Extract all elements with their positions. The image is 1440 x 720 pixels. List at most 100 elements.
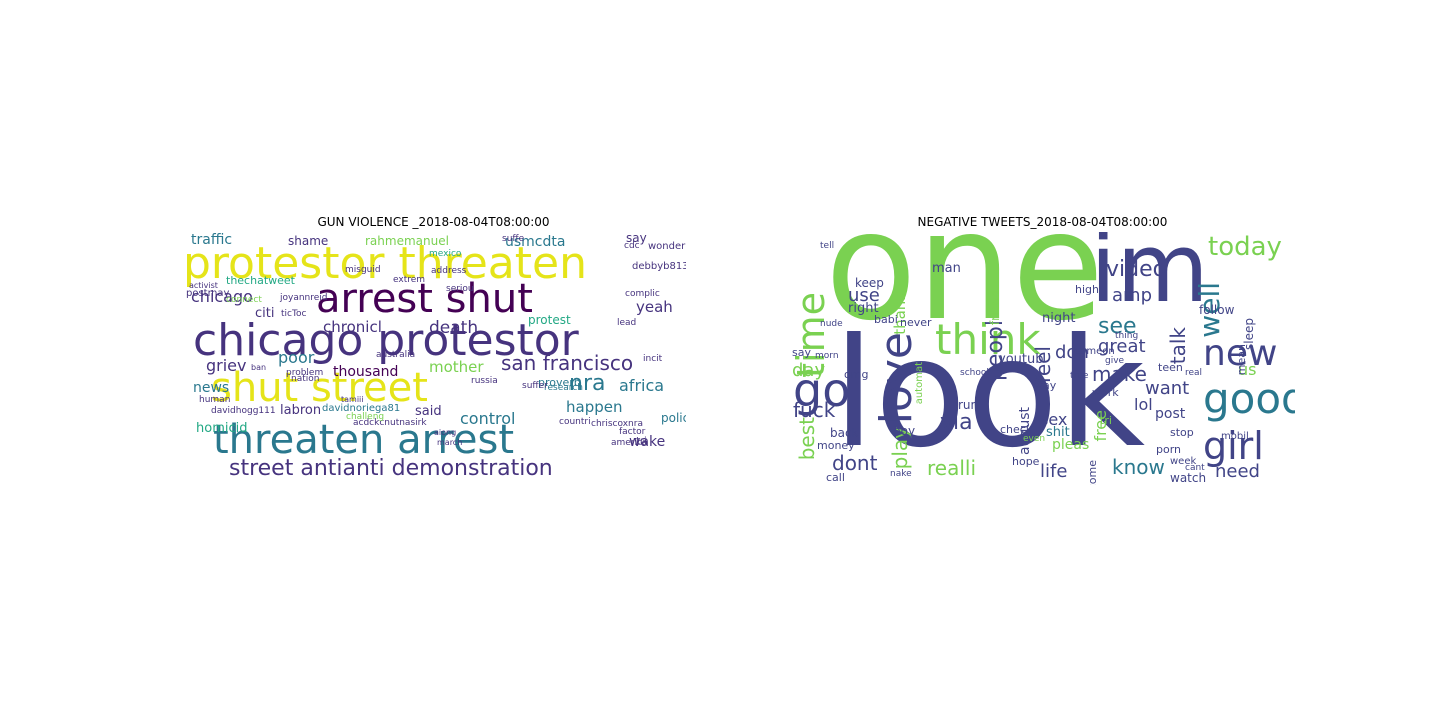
right-word: talk — [1166, 327, 1190, 365]
left-word: chicago — [191, 287, 253, 306]
left-word: america — [611, 438, 648, 448]
left-word: thousand — [333, 364, 399, 380]
right-word: one — [825, 232, 1105, 354]
right-word: post — [1155, 406, 1186, 422]
right-word: great — [1098, 336, 1146, 357]
left-word: mother — [429, 358, 484, 376]
left-word: challeng — [346, 412, 385, 422]
right-word: thing — [1115, 331, 1139, 341]
left-word: citi — [255, 306, 275, 321]
left-word: thechatweet — [226, 274, 295, 287]
left-word: incit — [643, 354, 663, 364]
left-word: seriou — [446, 284, 474, 294]
right-word: true — [1070, 371, 1089, 381]
left-word: ticToc — [281, 309, 307, 319]
left-word: march — [437, 438, 463, 447]
right-word: shit — [1046, 425, 1070, 440]
left-word: extrem — [393, 275, 426, 285]
left-word: arrest shut — [316, 276, 533, 322]
left-word: nra — [569, 371, 606, 396]
right-word: someon — [1075, 346, 1115, 357]
left-word: shame — [288, 234, 329, 248]
right-word: sex — [1040, 410, 1068, 429]
right-word: never — [900, 316, 932, 329]
right-word: nake — [890, 469, 912, 479]
left-word: san francisco — [501, 351, 634, 375]
right-word: need — [1215, 461, 1260, 482]
right-word: porn — [1156, 443, 1182, 456]
right-word: man — [932, 261, 961, 276]
right-word: babi — [874, 313, 898, 326]
right-word: im — [1090, 232, 1209, 324]
right-word: come — [1086, 460, 1099, 485]
left-word: factor — [619, 427, 646, 437]
left-word: shut street — [211, 365, 428, 411]
right-word: tri — [1100, 414, 1112, 427]
left-word: usmcdta — [505, 234, 566, 250]
left-word: protestor threaten — [183, 238, 587, 289]
right-word: make — [1092, 362, 1147, 386]
right-word: day — [792, 360, 826, 381]
left-word: rahmemanuel — [365, 234, 449, 248]
right-word: fuck — [793, 398, 836, 422]
left-word: threaten arrest — [213, 417, 515, 463]
right-word: best — [795, 417, 819, 461]
left-word: address — [431, 266, 467, 276]
right-word: stop — [1170, 426, 1194, 439]
left-word: death — [429, 318, 479, 338]
left-word: tri — [636, 436, 647, 447]
right-word: run — [958, 398, 979, 412]
left-word: davidhogg111 — [211, 406, 276, 416]
left-word: research — [544, 383, 583, 393]
right-word: think — [935, 315, 1041, 364]
left-wordcloud: protestor threaten arrest shut chicago pro… — [181, 232, 686, 485]
right-word: morn — [815, 351, 839, 361]
right-word: mean — [1235, 344, 1248, 376]
left-word: connect — [226, 295, 262, 305]
left-word: complic — [625, 289, 660, 299]
left-word: lead — [617, 318, 637, 328]
right-word: follow — [1199, 303, 1235, 317]
left-word: labron — [280, 403, 322, 418]
right-word: don — [1055, 342, 1089, 363]
left-word: nation — [291, 374, 320, 384]
right-word: video — [1106, 257, 1167, 282]
right-word: us — [1238, 360, 1257, 379]
right-word: good — [1203, 374, 1295, 423]
right-word: use — [848, 285, 880, 306]
left-word: activist — [189, 281, 218, 290]
right-word: nude — [820, 319, 843, 329]
right-word: boy — [893, 424, 916, 438]
right-word: watch — [1170, 471, 1207, 485]
right-word: omg — [844, 368, 869, 381]
right-word: via — [940, 410, 973, 435]
right-word: automat — [914, 362, 925, 405]
right-word: amp — [1112, 285, 1152, 306]
right-word: know — [1112, 455, 1165, 479]
right-wordcloud-title: NEGATIVE TWEETS_2018-08-04T08:00:00 — [917, 215, 1168, 229]
left-word: polic — [661, 411, 686, 425]
right-word: friend — [988, 290, 1002, 326]
right-word: money — [817, 439, 855, 452]
right-word: see — [1098, 314, 1137, 339]
right-word: life — [1040, 461, 1068, 482]
right-word: pleas — [1052, 437, 1090, 453]
right-word: today — [1208, 232, 1282, 262]
right-word: mobil — [1221, 431, 1249, 442]
left-word: africa — [619, 376, 665, 395]
right-word: work — [1092, 386, 1119, 399]
left-word: joyannreid — [280, 293, 328, 303]
right-word: teen — [1158, 361, 1183, 374]
right-word: high — [1075, 283, 1099, 296]
left-word: human — [199, 395, 231, 405]
left-word: chicago protestor — [193, 315, 579, 366]
left-wordcloud-title: GUN VIOLENCE _2018-08-04T08:00:00 — [317, 215, 550, 229]
right-word: school — [960, 368, 989, 378]
left-word: acdckcnutnasirk — [353, 418, 427, 428]
right-word: right — [848, 301, 879, 316]
right-word: cant — [1185, 463, 1205, 473]
left-wordcloud-panel: GUN VIOLENCE _2018-08-04T08:00:00 protes… — [181, 0, 686, 720]
right-wordcloud: one look im think love go time new good girl today… — [790, 232, 1295, 485]
left-word: traffic — [191, 232, 233, 248]
right-word: keep — [855, 276, 884, 290]
